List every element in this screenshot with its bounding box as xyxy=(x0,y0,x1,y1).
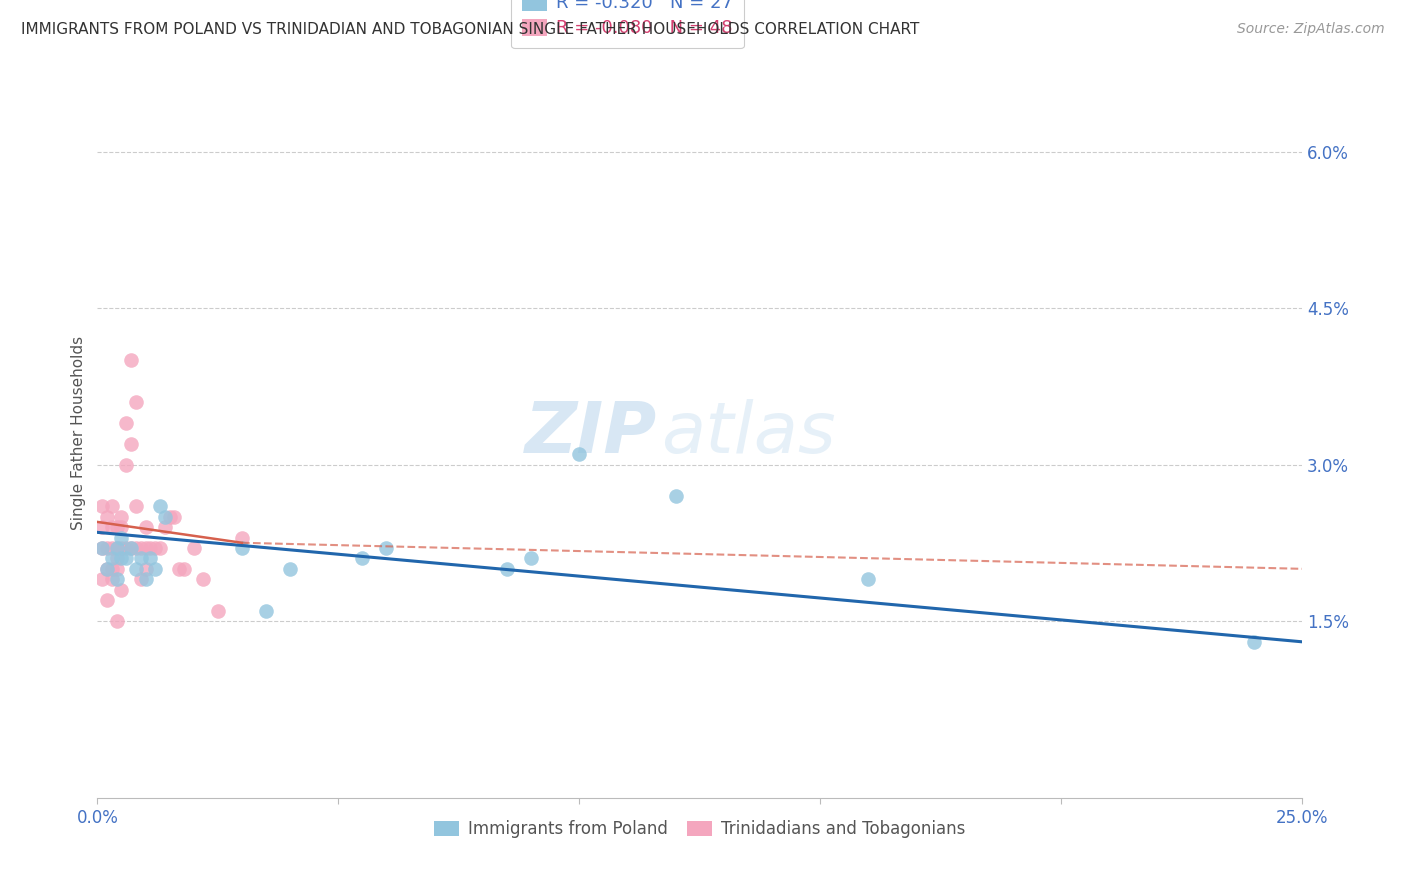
Point xyxy=(115,416,138,430)
Point xyxy=(139,551,162,566)
Point xyxy=(115,551,138,566)
Point xyxy=(91,500,114,514)
Point xyxy=(149,500,172,514)
Point xyxy=(520,551,543,566)
Point xyxy=(149,541,172,555)
Point xyxy=(101,520,124,534)
Point xyxy=(110,551,132,566)
Point xyxy=(101,541,124,555)
Point xyxy=(110,541,132,555)
Point xyxy=(115,541,138,555)
Point xyxy=(193,572,215,586)
Point xyxy=(167,562,190,576)
Point xyxy=(135,572,157,586)
Point xyxy=(153,520,176,534)
Point xyxy=(115,458,138,472)
Point xyxy=(352,551,374,566)
Point xyxy=(254,603,277,617)
Point xyxy=(110,509,132,524)
Point xyxy=(125,500,148,514)
Point xyxy=(105,541,128,555)
Point xyxy=(183,541,205,555)
Point xyxy=(125,541,148,555)
Point xyxy=(858,572,880,586)
Point xyxy=(664,489,686,503)
Y-axis label: Single Father Households: Single Father Households xyxy=(72,336,86,531)
Point xyxy=(375,541,398,555)
Point xyxy=(129,551,152,566)
Point xyxy=(91,520,114,534)
Point xyxy=(129,572,152,586)
Point xyxy=(153,509,176,524)
Legend: Immigrants from Poland, Trinidadians and Tobagonians: Immigrants from Poland, Trinidadians and… xyxy=(427,814,972,845)
Point xyxy=(105,551,128,566)
Point xyxy=(125,562,148,576)
Point xyxy=(91,572,114,586)
Point xyxy=(129,541,152,555)
Text: ZIP: ZIP xyxy=(526,399,658,467)
Text: IMMIGRANTS FROM POLAND VS TRINIDADIAN AND TOBAGONIAN SINGLE FATHER HOUSEHOLDS CO: IMMIGRANTS FROM POLAND VS TRINIDADIAN AN… xyxy=(21,22,920,37)
Point xyxy=(101,551,124,566)
Point xyxy=(110,531,132,545)
Point xyxy=(278,562,301,576)
Point xyxy=(135,562,157,576)
Point xyxy=(125,395,148,409)
Point xyxy=(496,562,519,576)
Point xyxy=(207,603,229,617)
Text: atlas: atlas xyxy=(661,399,835,467)
Point xyxy=(120,541,142,555)
Point xyxy=(568,447,591,461)
Point xyxy=(91,541,114,555)
Point xyxy=(231,531,253,545)
Point xyxy=(101,500,124,514)
Point xyxy=(135,541,157,555)
Point xyxy=(105,520,128,534)
Text: Source: ZipAtlas.com: Source: ZipAtlas.com xyxy=(1237,22,1385,37)
Point xyxy=(143,562,166,576)
Point xyxy=(101,572,124,586)
Point xyxy=(105,572,128,586)
Point xyxy=(163,509,186,524)
Point xyxy=(159,509,181,524)
Point xyxy=(105,541,128,555)
Point xyxy=(105,562,128,576)
Point xyxy=(96,562,118,576)
Point xyxy=(96,593,118,607)
Point xyxy=(120,353,142,368)
Point xyxy=(96,509,118,524)
Point xyxy=(135,520,157,534)
Point xyxy=(143,541,166,555)
Point xyxy=(139,541,162,555)
Point xyxy=(101,562,124,576)
Point xyxy=(1243,634,1265,648)
Point xyxy=(173,562,195,576)
Point xyxy=(110,520,132,534)
Point xyxy=(96,541,118,555)
Point xyxy=(120,436,142,450)
Point xyxy=(96,562,118,576)
Point xyxy=(91,541,114,555)
Point xyxy=(231,541,253,555)
Point xyxy=(110,582,132,597)
Point xyxy=(105,614,128,628)
Point xyxy=(120,541,142,555)
